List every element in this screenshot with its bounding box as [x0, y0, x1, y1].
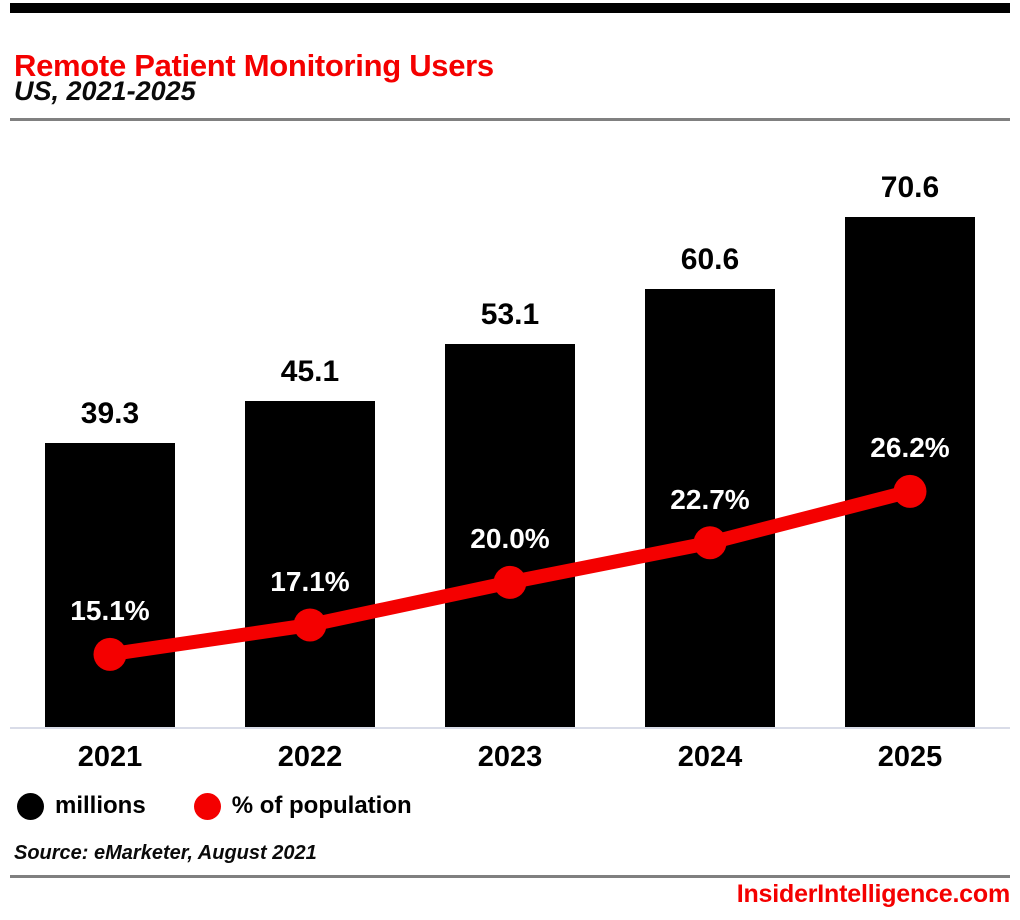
- legend-item-millions: millions: [17, 792, 146, 820]
- x-axis-label: 2025: [877, 741, 943, 773]
- branding-link[interactable]: InsiderIntelligence.com: [736, 880, 1010, 908]
- top-accent-bar: [10, 3, 1010, 13]
- line-point-label: 17.1%: [270, 565, 350, 597]
- line-point-marker: [293, 608, 327, 642]
- x-axis-label: 2023: [477, 741, 543, 773]
- x-axis-label: 2024: [677, 741, 743, 773]
- bar-value-label: 60.6: [680, 243, 740, 277]
- header-divider: [10, 118, 1010, 121]
- line-point-label: 15.1%: [70, 595, 150, 627]
- source-attribution: Source: eMarketer, August 2021: [14, 842, 317, 864]
- legend-label: % of population: [231, 792, 412, 819]
- page-subtitle: US, 2021-2025: [14, 76, 196, 106]
- legend-label: millions: [55, 792, 146, 819]
- line-point-marker: [93, 637, 127, 671]
- line-point-label: 26.2%: [870, 432, 950, 464]
- bar-2024: [645, 289, 775, 727]
- bar-2023: [445, 343, 575, 727]
- line-point-marker: [493, 565, 527, 599]
- legend-dot-black-icon: [17, 792, 44, 820]
- bar-2025: [845, 217, 975, 727]
- line-point-marker: [893, 474, 927, 508]
- bar-value-label: 45.1: [280, 355, 340, 389]
- legend-item-percent: % of population: [193, 792, 412, 820]
- bar-value-label: 53.1: [480, 297, 540, 331]
- bar-2022: [245, 401, 375, 727]
- x-axis-label: 2022: [277, 741, 343, 773]
- bar-value-label: 39.3: [80, 397, 140, 431]
- line-point-label: 22.7%: [670, 483, 750, 515]
- bar-value-label: 70.6: [880, 171, 940, 205]
- page-title: Remote Patient Monitoring Users: [14, 47, 494, 83]
- legend-dot-red-icon: [193, 792, 221, 820]
- chart-legend: millions % of population: [17, 792, 412, 820]
- footer-divider: [10, 875, 1010, 878]
- bar-2021: [45, 443, 175, 727]
- x-axis-label: 2021: [77, 741, 143, 773]
- line-point-label: 20.0%: [470, 523, 550, 555]
- x-axis-line: [10, 727, 1010, 729]
- line-point-marker: [693, 526, 727, 560]
